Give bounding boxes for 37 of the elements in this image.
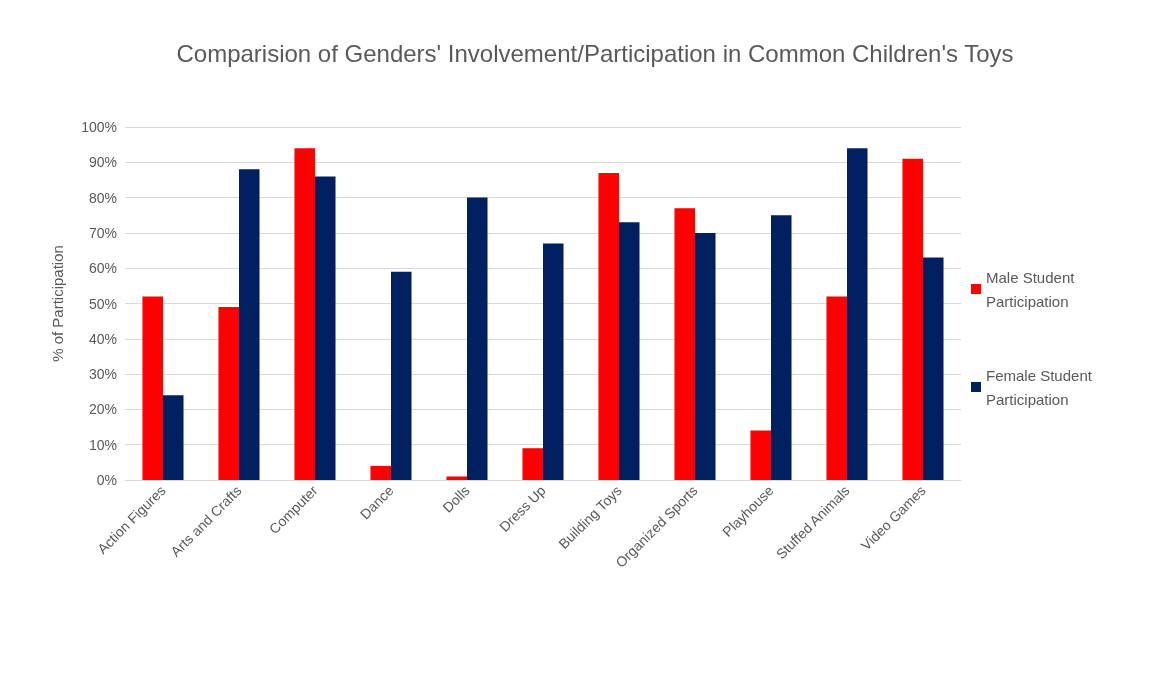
y-tick-label: 10% — [88, 436, 117, 453]
legend-label: Male Student Participation — [986, 268, 1079, 310]
y-tick-label: 70% — [88, 224, 117, 241]
bar — [847, 148, 868, 480]
bar — [163, 395, 184, 480]
y-tick-label: 80% — [88, 189, 117, 206]
bar — [315, 176, 336, 480]
y-tick-label: 90% — [88, 154, 117, 171]
y-tick-label: 100% — [81, 119, 117, 135]
y-tick-label: 0% — [96, 472, 117, 488]
y-tick-label: 50% — [88, 295, 117, 312]
bar — [391, 271, 412, 480]
legend-label: Female Student Participation — [986, 366, 1097, 408]
bar — [902, 158, 923, 480]
y-tick-label: 30% — [88, 366, 117, 383]
bar — [771, 215, 792, 480]
bar — [446, 476, 467, 480]
bar — [142, 296, 163, 480]
bar — [294, 148, 315, 480]
chart-title: Comparision of Genders' Involvement/Participation in Common Children's Toys — [176, 39, 1014, 67]
bar — [543, 243, 564, 480]
bar — [218, 307, 239, 480]
bar — [674, 208, 695, 480]
bar — [239, 169, 260, 480]
bar — [522, 448, 543, 480]
y-tick-label: 60% — [88, 260, 117, 277]
bar — [370, 465, 391, 480]
bar — [923, 257, 944, 480]
y-tick-label: 40% — [88, 330, 117, 347]
y-tick-label: 20% — [88, 401, 117, 418]
bar — [598, 172, 619, 480]
bar — [750, 430, 771, 480]
y-axis-title: % of Participation — [49, 245, 66, 362]
bar — [695, 232, 716, 480]
bar — [826, 296, 847, 480]
bar — [619, 222, 640, 480]
bar — [467, 197, 488, 480]
